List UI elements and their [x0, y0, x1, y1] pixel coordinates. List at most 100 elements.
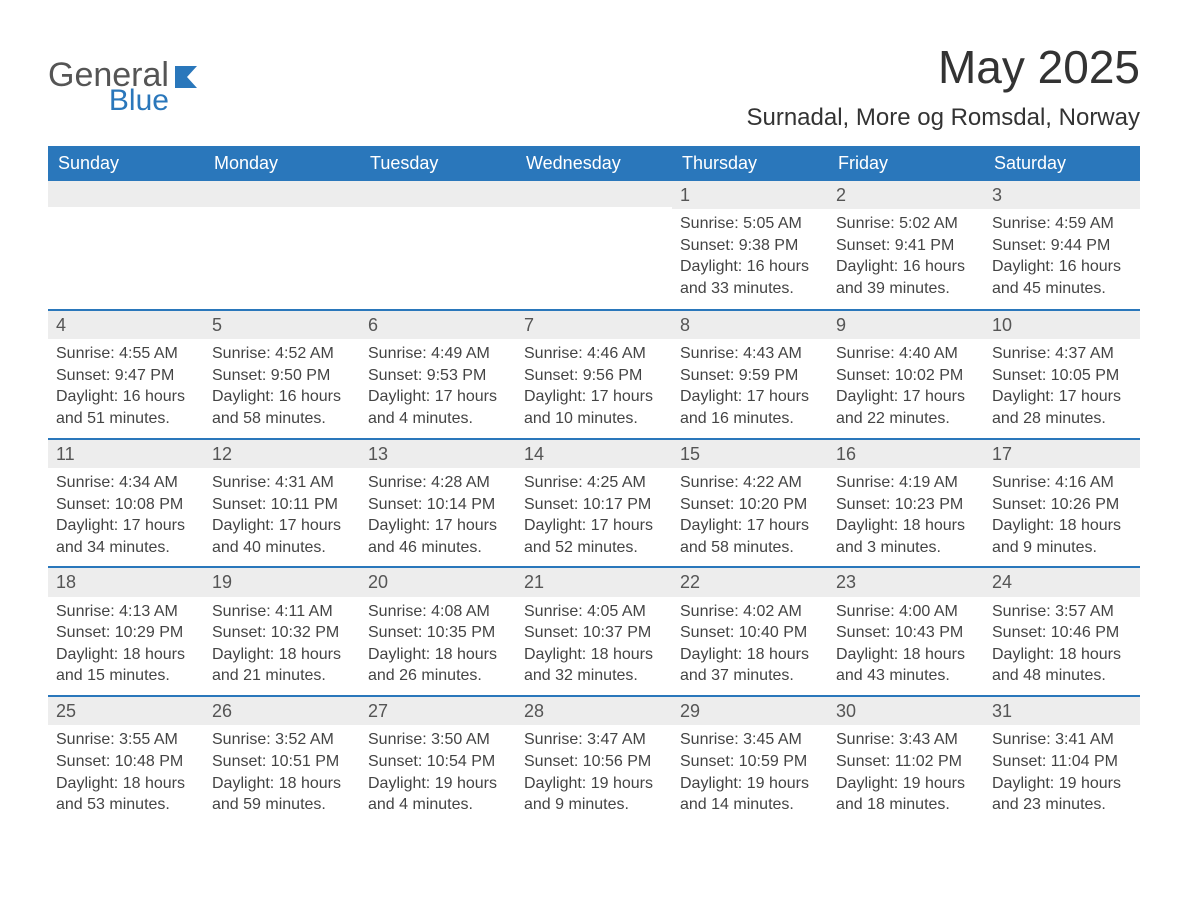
daylight-line-1: Daylight: 16 hours	[992, 256, 1132, 278]
day-body: Sunrise: 4:28 AMSunset: 10:14 PMDaylight…	[360, 468, 516, 566]
weekday-header-row: SundayMondayTuesdayWednesdayThursdayFrid…	[48, 146, 1140, 181]
sunset-line: Sunset: 9:41 PM	[836, 235, 976, 257]
sunset-line: Sunset: 10:26 PM	[992, 494, 1132, 516]
weeks-container: 1Sunrise: 5:05 AMSunset: 9:38 PMDaylight…	[48, 181, 1140, 824]
day-number: 10	[984, 311, 1140, 339]
day-body: Sunrise: 3:47 AMSunset: 10:56 PMDaylight…	[516, 725, 672, 823]
day-number: 13	[360, 440, 516, 468]
sunrise-line: Sunrise: 3:45 AM	[680, 729, 820, 751]
day-body: Sunrise: 4:43 AMSunset: 9:59 PMDaylight:…	[672, 339, 828, 437]
sunset-line: Sunset: 9:56 PM	[524, 365, 664, 387]
day-number: 27	[360, 697, 516, 725]
sunset-line: Sunset: 10:48 PM	[56, 751, 196, 773]
day-cell: 10Sunrise: 4:37 AMSunset: 10:05 PMDaylig…	[984, 311, 1140, 438]
sunset-line: Sunset: 10:51 PM	[212, 751, 352, 773]
daylight-line-2: and 18 minutes.	[836, 794, 976, 816]
sunset-line: Sunset: 9:53 PM	[368, 365, 508, 387]
day-cell: 17Sunrise: 4:16 AMSunset: 10:26 PMDaylig…	[984, 440, 1140, 567]
weekday-header: Tuesday	[360, 146, 516, 181]
daylight-line-1: Daylight: 17 hours	[524, 515, 664, 537]
daylight-line-1: Daylight: 18 hours	[56, 773, 196, 795]
day-number	[48, 181, 204, 207]
day-number: 11	[48, 440, 204, 468]
daylight-line-2: and 34 minutes.	[56, 537, 196, 559]
daylight-line-2: and 51 minutes.	[56, 408, 196, 430]
day-body: Sunrise: 4:34 AMSunset: 10:08 PMDaylight…	[48, 468, 204, 566]
sunrise-line: Sunrise: 4:00 AM	[836, 601, 976, 623]
sunrise-line: Sunrise: 4:19 AM	[836, 472, 976, 494]
daylight-line-2: and 4 minutes.	[368, 408, 508, 430]
sunrise-line: Sunrise: 4:25 AM	[524, 472, 664, 494]
day-number: 30	[828, 697, 984, 725]
daylight-line-1: Daylight: 18 hours	[212, 773, 352, 795]
day-number	[516, 181, 672, 207]
sunrise-line: Sunrise: 4:11 AM	[212, 601, 352, 623]
day-body: Sunrise: 5:05 AMSunset: 9:38 PMDaylight:…	[672, 209, 828, 307]
day-body: Sunrise: 4:05 AMSunset: 10:37 PMDaylight…	[516, 597, 672, 695]
day-cell: 19Sunrise: 4:11 AMSunset: 10:32 PMDaylig…	[204, 568, 360, 695]
sunrise-line: Sunrise: 4:13 AM	[56, 601, 196, 623]
sunset-line: Sunset: 10:23 PM	[836, 494, 976, 516]
day-body: Sunrise: 4:46 AMSunset: 9:56 PMDaylight:…	[516, 339, 672, 437]
day-number: 26	[204, 697, 360, 725]
day-number: 28	[516, 697, 672, 725]
daylight-line-1: Daylight: 18 hours	[368, 644, 508, 666]
day-number: 19	[204, 568, 360, 596]
day-number: 3	[984, 181, 1140, 209]
sunrise-line: Sunrise: 3:47 AM	[524, 729, 664, 751]
daylight-line-2: and 52 minutes.	[524, 537, 664, 559]
day-cell: 27Sunrise: 3:50 AMSunset: 10:54 PMDaylig…	[360, 697, 516, 824]
week-row: 18Sunrise: 4:13 AMSunset: 10:29 PMDaylig…	[48, 566, 1140, 695]
day-cell: 22Sunrise: 4:02 AMSunset: 10:40 PMDaylig…	[672, 568, 828, 695]
day-cell: 15Sunrise: 4:22 AMSunset: 10:20 PMDaylig…	[672, 440, 828, 567]
sunrise-line: Sunrise: 4:28 AM	[368, 472, 508, 494]
sunrise-line: Sunrise: 4:08 AM	[368, 601, 508, 623]
day-number: 16	[828, 440, 984, 468]
day-body: Sunrise: 3:57 AMSunset: 10:46 PMDaylight…	[984, 597, 1140, 695]
day-body: Sunrise: 3:52 AMSunset: 10:51 PMDaylight…	[204, 725, 360, 823]
day-body: Sunrise: 3:45 AMSunset: 10:59 PMDaylight…	[672, 725, 828, 823]
sunrise-line: Sunrise: 4:52 AM	[212, 343, 352, 365]
daylight-line-2: and 26 minutes.	[368, 665, 508, 687]
weekday-header: Wednesday	[516, 146, 672, 181]
day-number: 17	[984, 440, 1140, 468]
location-label: Surnadal, More og Romsdal, Norway	[746, 104, 1140, 132]
sunset-line: Sunset: 10:37 PM	[524, 622, 664, 644]
day-number: 15	[672, 440, 828, 468]
sunset-line: Sunset: 10:05 PM	[992, 365, 1132, 387]
weekday-header: Sunday	[48, 146, 204, 181]
page-header: General Blue May 2025 Surnadal, More og …	[48, 40, 1140, 132]
sunrise-line: Sunrise: 4:05 AM	[524, 601, 664, 623]
day-number: 18	[48, 568, 204, 596]
daylight-line-2: and 58 minutes.	[212, 408, 352, 430]
day-number: 22	[672, 568, 828, 596]
daylight-line-1: Daylight: 18 hours	[992, 644, 1132, 666]
daylight-line-1: Daylight: 18 hours	[992, 515, 1132, 537]
day-cell: 2Sunrise: 5:02 AMSunset: 9:41 PMDaylight…	[828, 181, 984, 309]
daylight-line-2: and 37 minutes.	[680, 665, 820, 687]
day-body: Sunrise: 3:50 AMSunset: 10:54 PMDaylight…	[360, 725, 516, 823]
day-number: 25	[48, 697, 204, 725]
sunrise-line: Sunrise: 5:02 AM	[836, 213, 976, 235]
daylight-line-1: Daylight: 17 hours	[368, 515, 508, 537]
empty-cell	[48, 181, 204, 309]
day-number: 24	[984, 568, 1140, 596]
daylight-line-1: Daylight: 18 hours	[836, 515, 976, 537]
sunset-line: Sunset: 11:04 PM	[992, 751, 1132, 773]
daylight-line-2: and 21 minutes.	[212, 665, 352, 687]
sunrise-line: Sunrise: 3:52 AM	[212, 729, 352, 751]
day-cell: 9Sunrise: 4:40 AMSunset: 10:02 PMDayligh…	[828, 311, 984, 438]
daylight-line-1: Daylight: 19 hours	[524, 773, 664, 795]
empty-cell	[204, 181, 360, 309]
day-body: Sunrise: 3:43 AMSunset: 11:02 PMDaylight…	[828, 725, 984, 823]
daylight-line-2: and 15 minutes.	[56, 665, 196, 687]
day-body: Sunrise: 3:41 AMSunset: 11:04 PMDaylight…	[984, 725, 1140, 823]
sunset-line: Sunset: 9:47 PM	[56, 365, 196, 387]
sunset-line: Sunset: 10:20 PM	[680, 494, 820, 516]
day-cell: 20Sunrise: 4:08 AMSunset: 10:35 PMDaylig…	[360, 568, 516, 695]
day-cell: 18Sunrise: 4:13 AMSunset: 10:29 PMDaylig…	[48, 568, 204, 695]
day-number: 29	[672, 697, 828, 725]
daylight-line-2: and 9 minutes.	[992, 537, 1132, 559]
sunrise-line: Sunrise: 5:05 AM	[680, 213, 820, 235]
sunrise-line: Sunrise: 4:02 AM	[680, 601, 820, 623]
